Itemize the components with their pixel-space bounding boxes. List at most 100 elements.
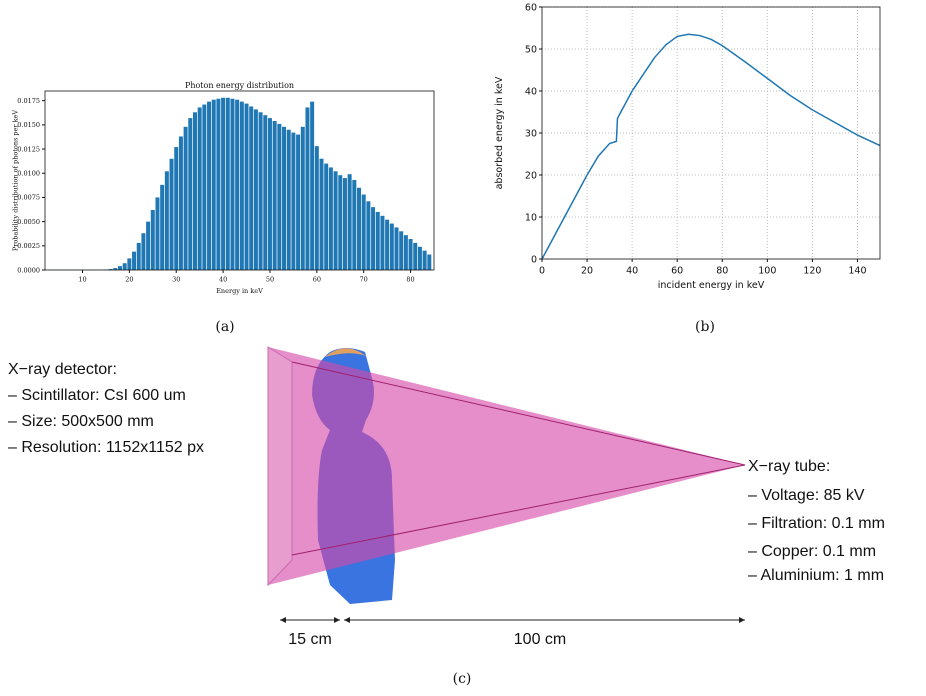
bar [296, 134, 301, 270]
y-axis-label: absorbed energy in keV [494, 76, 505, 189]
bar [160, 184, 165, 270]
bar [324, 163, 329, 270]
detector-text: – Scintillator: CsI 600 um [8, 387, 186, 404]
detector-text: X−ray detector: [8, 361, 117, 378]
caption: (a) [215, 319, 234, 335]
bar [239, 101, 244, 270]
bar [113, 268, 118, 270]
bar [422, 250, 427, 270]
beam-cone [268, 347, 745, 585]
y-tick-label: 0.0025 [17, 242, 40, 250]
caption: (c) [453, 671, 472, 687]
x-tick-label: 60 [671, 266, 683, 277]
bar [146, 221, 151, 270]
y-axis-label: Probability distribution of photons per … [12, 110, 20, 251]
x-tick-label: 50 [266, 276, 274, 284]
y-tick-label: 0.0000 [17, 266, 40, 274]
bar [150, 210, 155, 270]
bar [286, 129, 291, 270]
bar [338, 175, 343, 270]
bar [258, 112, 263, 270]
bar [328, 167, 333, 270]
bar [413, 242, 418, 270]
bar [403, 235, 408, 270]
bar [263, 115, 268, 271]
bar [155, 197, 160, 270]
plot-frame [541, 6, 881, 260]
tube-text: – Aluminium: 1 mm [748, 567, 884, 584]
bar [408, 239, 413, 270]
y-tick-label: 30 [525, 128, 537, 139]
chart: 0.0000 0.0025 0.0050 0.0075 0.0100 0.0125 0.01… [12, 81, 435, 295]
distance-label: 100 cm [514, 631, 566, 648]
bar [183, 126, 188, 270]
tube-text: – Copper: 0.1 mm [748, 543, 876, 560]
tube-text: – Filtration: 0.1 mm [748, 515, 885, 532]
bar [178, 136, 183, 270]
tube-text: – Voltage: 85 kV [748, 487, 865, 504]
bar [174, 147, 179, 270]
y-tick-label: 0.0150 [17, 121, 40, 129]
bar [277, 123, 282, 270]
bar [282, 126, 287, 270]
bar [136, 242, 141, 270]
detector-text: – Resolution: 1152x1152 px [8, 439, 204, 456]
bar [249, 106, 254, 270]
bar [216, 98, 221, 270]
bar [141, 233, 146, 270]
chart: 0 10 20 30 40 50 60 0 20 40 60 80 100 120 140 incident … [494, 2, 881, 291]
bar [211, 99, 216, 271]
bar [300, 126, 305, 270]
x-tick-label: 70 [360, 276, 368, 284]
bar [291, 132, 296, 270]
y-tick-label: 0.0125 [17, 145, 40, 153]
x-tick-label: 100 [758, 266, 776, 277]
bar [108, 269, 113, 270]
setup-diagram: 15 cm 100 cm X−ray detector: – Scintilla… [8, 346, 885, 648]
bar [244, 103, 249, 271]
bar [342, 178, 347, 270]
bar [361, 194, 366, 270]
bar [310, 101, 315, 270]
bar [366, 201, 371, 270]
y-tick-label: 20 [525, 170, 537, 181]
bar [352, 180, 357, 270]
detector-plate [267, 346, 293, 587]
y-tick-label: 10 [525, 212, 537, 223]
x-tick-label: 0 [539, 266, 545, 277]
beam-edge [291, 464, 746, 556]
x-tick-label: 20 [581, 266, 593, 277]
bar [253, 109, 258, 270]
tube-text: X−ray tube: [748, 458, 830, 475]
bar [202, 104, 207, 270]
phantom-hair [325, 348, 366, 357]
bar [225, 97, 230, 270]
bar [385, 219, 390, 270]
bar [221, 97, 226, 270]
bar [314, 146, 319, 270]
x-tick-label: 120 [803, 266, 821, 277]
bar [235, 99, 240, 271]
detector-text: – Size: 500x500 mm [8, 413, 154, 430]
bar [117, 266, 122, 270]
x-tick-label: 80 [406, 276, 414, 284]
y-tick-label: 0.0050 [17, 218, 40, 226]
y-tick-label: 0.0075 [17, 194, 40, 202]
bar [267, 118, 272, 270]
bar [132, 251, 137, 270]
x-axis-label: incident energy in keV [658, 280, 765, 291]
bar [230, 98, 235, 270]
bar [197, 107, 202, 271]
bar [188, 118, 193, 270]
chart-title: Photon energy distribution [185, 81, 294, 90]
bar [192, 112, 197, 270]
x-axis-label: Energy in keV [216, 287, 263, 295]
beam-edge [291, 361, 746, 466]
bar [164, 171, 169, 270]
x-tick-label: 30 [172, 276, 180, 284]
bar [375, 211, 380, 270]
x-tick-label: 80 [716, 266, 728, 277]
x-tick-label: 20 [125, 276, 133, 284]
x-tick-label: 10 [78, 276, 86, 284]
